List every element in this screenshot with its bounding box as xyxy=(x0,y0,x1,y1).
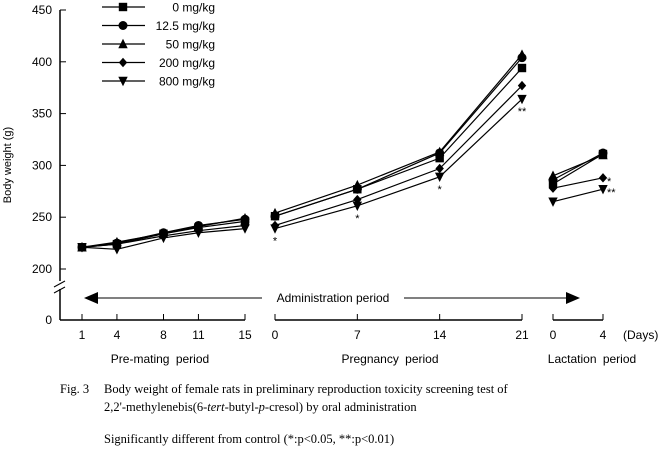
y-tick-label: 200 xyxy=(32,262,52,276)
series-line xyxy=(274,98,523,230)
caption-text: 2,2'-methylenebis(6- xyxy=(104,400,208,414)
x-tick-label: 1 xyxy=(79,328,86,342)
series-line xyxy=(552,152,604,181)
series-line xyxy=(552,154,604,177)
data-point-diamond xyxy=(598,173,608,183)
admin-arrow-left-head xyxy=(84,292,98,304)
admin-arrow-right-head xyxy=(566,292,580,304)
legend-marker-circle xyxy=(118,21,128,30)
caption-text: -butyl- xyxy=(224,400,259,414)
figure-caption: Fig. 3 Body weight of female rats in prel… xyxy=(60,382,508,397)
caption-line-1: Body weight of female rats in preliminar… xyxy=(104,382,508,396)
x-tick-label: 4 xyxy=(114,328,121,342)
significance-mark: * xyxy=(438,184,443,196)
x-tick-label: 21 xyxy=(515,328,529,342)
annotations: Administration period******** xyxy=(84,106,616,305)
caption-italic: tert xyxy=(207,400,225,414)
data-point-triangle-down xyxy=(158,233,169,244)
y-axis-label: Body weight (g) xyxy=(2,127,14,203)
x-tick-label: 7 xyxy=(354,328,361,342)
caption-text: -cresol) by oral administration xyxy=(264,400,417,414)
admin-period-label: Administration period xyxy=(277,291,390,305)
series-markers xyxy=(77,49,608,255)
legend-marker-triangle-up xyxy=(118,38,128,49)
legend-label: 0 mg/kg xyxy=(172,1,215,15)
data-point-diamond xyxy=(548,183,558,193)
axis-break-mark xyxy=(53,280,66,288)
y-tick-label: 250 xyxy=(32,210,52,224)
data-point-triangle-down xyxy=(77,243,87,253)
segment-label: Pre-mating period xyxy=(111,352,209,366)
data-point-triangle-down xyxy=(193,228,204,238)
series-line xyxy=(274,85,523,227)
x-unit-label: (Days) xyxy=(623,328,658,342)
legend-marker-square xyxy=(118,2,128,12)
data-point-square xyxy=(517,63,527,73)
y-tick-label: 300 xyxy=(32,158,52,172)
data-point-triangle-down xyxy=(598,185,608,195)
legend-label: 50 mg/kg xyxy=(166,38,215,52)
data-point-diamond xyxy=(435,163,444,174)
data-point-triangle-up xyxy=(270,207,280,218)
x-tick-label: 11 xyxy=(192,328,205,342)
significance-mark: ** xyxy=(607,187,616,199)
x-tick-label: 15 xyxy=(238,328,252,342)
legend-label: 200 mg/kg xyxy=(159,56,215,70)
data-point-triangle-down xyxy=(240,224,250,234)
data-point-triangle-up xyxy=(598,149,608,160)
legend-marker-triangle-down xyxy=(118,76,128,87)
data-point-triangle-down xyxy=(517,94,527,105)
y-tick-label: 450 xyxy=(32,3,52,17)
x-tick-label: 4 xyxy=(600,328,607,342)
significance-mark: ** xyxy=(518,106,527,118)
data-point-triangle-down xyxy=(352,201,363,212)
caption-italic: p xyxy=(258,400,265,414)
data-point-triangle-up xyxy=(548,170,558,180)
x-tick-label: 0 xyxy=(272,328,279,342)
segment-label: Lactation period xyxy=(548,352,636,366)
caption-line-2: 2,2'-methylenebis(6-tert-butyl-p-cresol)… xyxy=(60,400,417,415)
legend-label: 800 mg/kg xyxy=(159,75,215,89)
data-point-triangle-up xyxy=(352,179,363,190)
data-point-triangle-down xyxy=(112,245,122,255)
figure-label: Fig. 3 xyxy=(60,382,90,396)
x-tick-label: 0 xyxy=(550,328,557,342)
y-tick-label: 400 xyxy=(32,55,52,69)
significance-mark: * xyxy=(273,236,278,248)
x-tick-label: 8 xyxy=(160,328,167,342)
series-line xyxy=(552,188,604,203)
legend: 0 mg/kg 12.5 mg/kg 50 mg/kg 200 mg/kg 800 mg… xyxy=(102,1,215,89)
significance-mark: * xyxy=(355,213,360,225)
series-line xyxy=(274,54,523,214)
data-point-triangle-up xyxy=(240,213,250,223)
y-tick-label: 0 xyxy=(45,313,52,327)
significance-mark: * xyxy=(607,176,612,188)
data-point-triangle-down xyxy=(270,224,280,234)
legend-marker-diamond xyxy=(118,57,128,68)
data-point-triangle-down xyxy=(548,197,558,207)
data-point-triangle-up xyxy=(434,146,445,157)
data-point-triangle-up xyxy=(517,49,527,59)
series-line xyxy=(274,67,523,217)
data-point-triangle-down xyxy=(434,172,445,182)
x-tick-label: 14 xyxy=(433,328,447,342)
series-line xyxy=(552,177,604,189)
significance-note: Significantly different from control (*:… xyxy=(104,432,395,446)
legend-label: 12.5 mg/kg xyxy=(156,19,215,33)
data-point-square xyxy=(435,153,444,163)
segment-label: Pregnancy period xyxy=(341,352,438,366)
y-tick-label: 350 xyxy=(32,107,52,121)
axis-break-mark xyxy=(53,286,66,294)
series-line xyxy=(274,57,523,217)
data-point-diamond xyxy=(517,80,527,91)
